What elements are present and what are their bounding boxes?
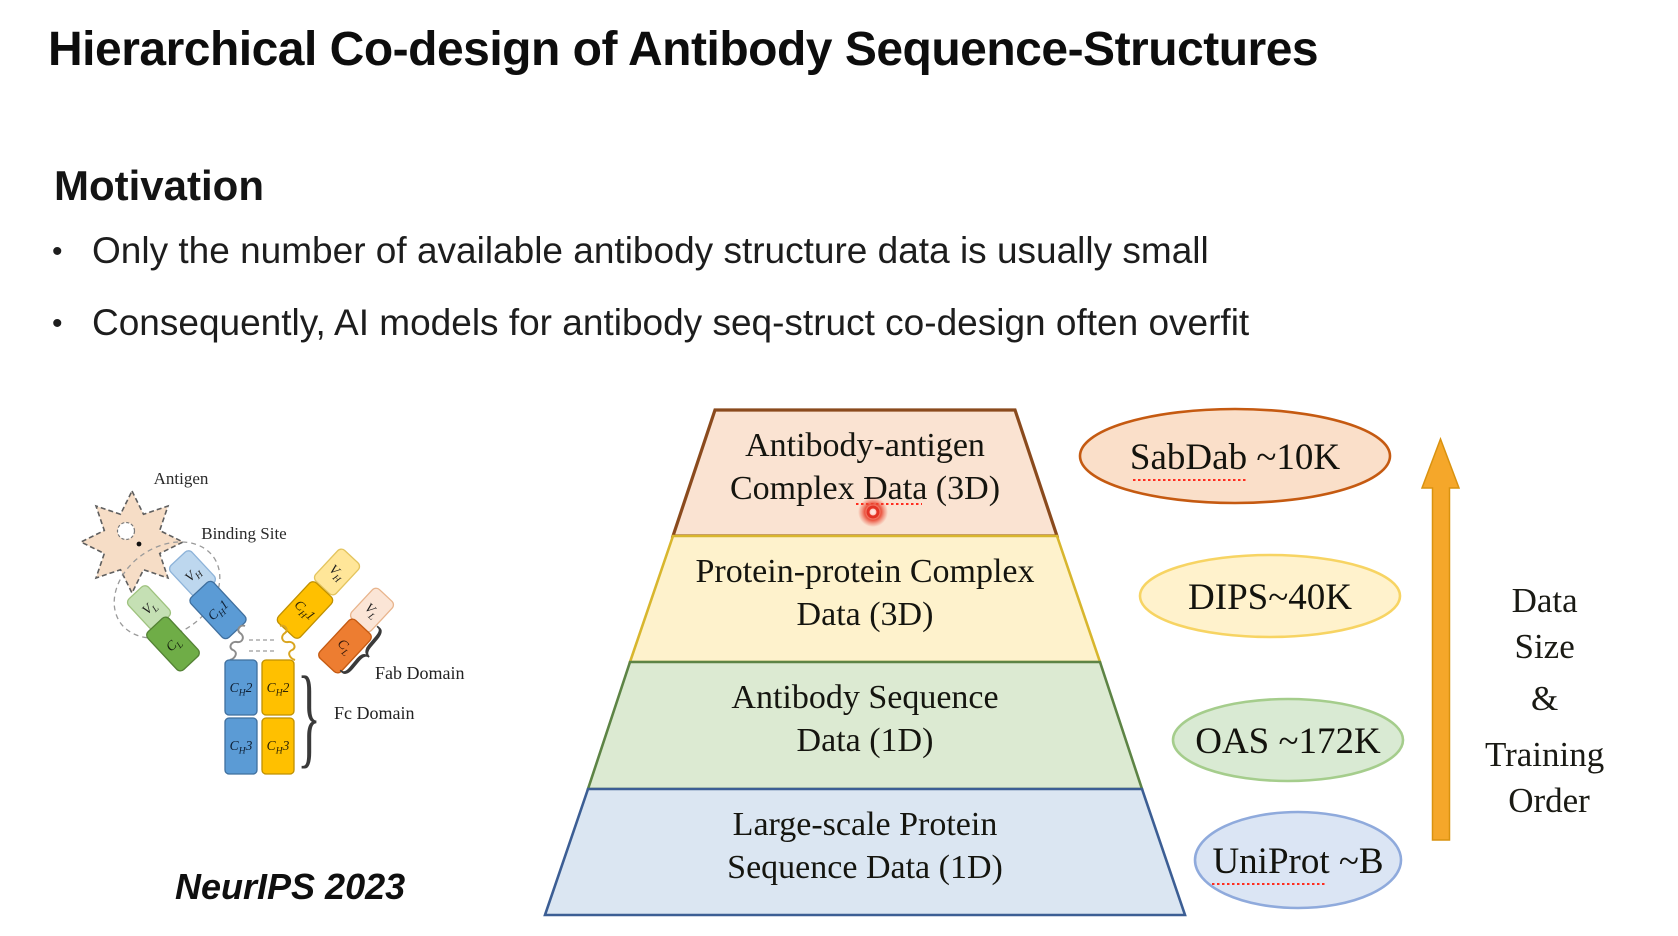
- pyramid-layer-protein-sequence: [543, 787, 1187, 917]
- dataset-label: UniProt ~B: [1212, 841, 1383, 882]
- domain-label: CH2: [230, 680, 253, 699]
- slide-title: Hierarchical Co-design of Antibody Seque…: [48, 23, 1319, 76]
- domain-box-ch2-left: CH2: [224, 659, 258, 716]
- domain-box-ch1-right: CH1: [276, 581, 334, 639]
- dataset-label: DIPS~40K: [1188, 577, 1352, 618]
- data-pyramid: Antibody-antigen Complex Data (3D) Prote…: [543, 408, 1187, 917]
- domain-box-cl-left: CL: [146, 616, 200, 672]
- up-arrow-icon: [1420, 436, 1461, 841]
- pyramid-layer-label: Antibody-antigen: [745, 427, 985, 464]
- pyramid-layer-label: Protein-protein Complex: [695, 553, 1034, 590]
- antigen-label: Antigen: [154, 469, 209, 488]
- domain-box-ch1-left: CH1: [189, 580, 247, 640]
- dataset-ellipses: SabDab ~10K DIPS~40K OAS ~172K UniProt ~…: [1078, 407, 1405, 910]
- bullet-item: • Only the number of available antibody …: [52, 230, 1612, 271]
- fab-domain-label: Fab Domain: [375, 663, 465, 683]
- pyramid-layer-label: Large-scale Protein: [733, 806, 998, 843]
- domain-label: CH2: [267, 680, 290, 699]
- fc-brace: }: [297, 654, 321, 778]
- dataset-ellipse-sabdab: [1078, 407, 1392, 505]
- bullet-marker-icon: •: [52, 306, 63, 340]
- bullet-text: Consequently, AI models for antibody seq…: [92, 301, 1250, 343]
- pyramid-layer-label: Data (3D): [797, 596, 934, 633]
- pyramid-layer-label: Sequence Data (1D): [727, 849, 1003, 886]
- domain-box-ch3-left: CH3: [224, 717, 258, 775]
- bullet-item: • Consequently, AI models for antibody s…: [52, 301, 1612, 343]
- domain-box-ch2-right: CH2: [261, 659, 295, 716]
- antibody-diagram: Antigen Binding Site VL CL VH C: [79, 469, 465, 778]
- fc-domain-label: Fc Domain: [334, 703, 415, 723]
- pyramid-layer-label: Data (1D): [797, 722, 934, 759]
- domain-box-ch3-right: CH3: [261, 717, 295, 775]
- bullet-text: Only the number of available antibody st…: [92, 230, 1209, 271]
- pyramid-layer-label: Antibody Sequence: [731, 679, 998, 716]
- bullet-list: • Only the number of available antibody …: [52, 230, 1612, 376]
- section-heading: Motivation: [54, 162, 264, 209]
- hinge-coil-left: [229, 624, 246, 661]
- binding-region-outline: [113, 541, 221, 639]
- dataset-label: SabDab ~10K: [1130, 437, 1340, 478]
- axis-note-text: Data Size & Training Order: [1485, 581, 1613, 820]
- binding-site-label: Binding Site: [201, 524, 286, 543]
- domain-label: CH3: [267, 738, 290, 757]
- domain-box-vh-right: VH: [313, 548, 361, 596]
- epitope-circle: [116, 521, 136, 541]
- hinge-coil-right: [279, 624, 296, 661]
- data-size-axis: Data Size & Training Order: [1420, 436, 1613, 841]
- dataset-ellipse-oas: [1171, 697, 1405, 783]
- antigen-star: [79, 489, 185, 595]
- laser-pointer-dot: [858, 497, 888, 527]
- domain-box-vl-left: VL: [126, 585, 172, 630]
- epitope-dot: [136, 541, 142, 547]
- domain-label: CH3: [230, 738, 253, 757]
- dataset-ellipse-dips: [1138, 553, 1402, 639]
- dataset-ellipse-uniprot: [1193, 810, 1403, 910]
- domain-box-cl-right: CL: [318, 618, 372, 674]
- conference-footer: NeurIPS 2023: [175, 866, 406, 907]
- bullet-marker-icon: •: [52, 235, 63, 268]
- dataset-label: OAS ~172K: [1195, 721, 1381, 762]
